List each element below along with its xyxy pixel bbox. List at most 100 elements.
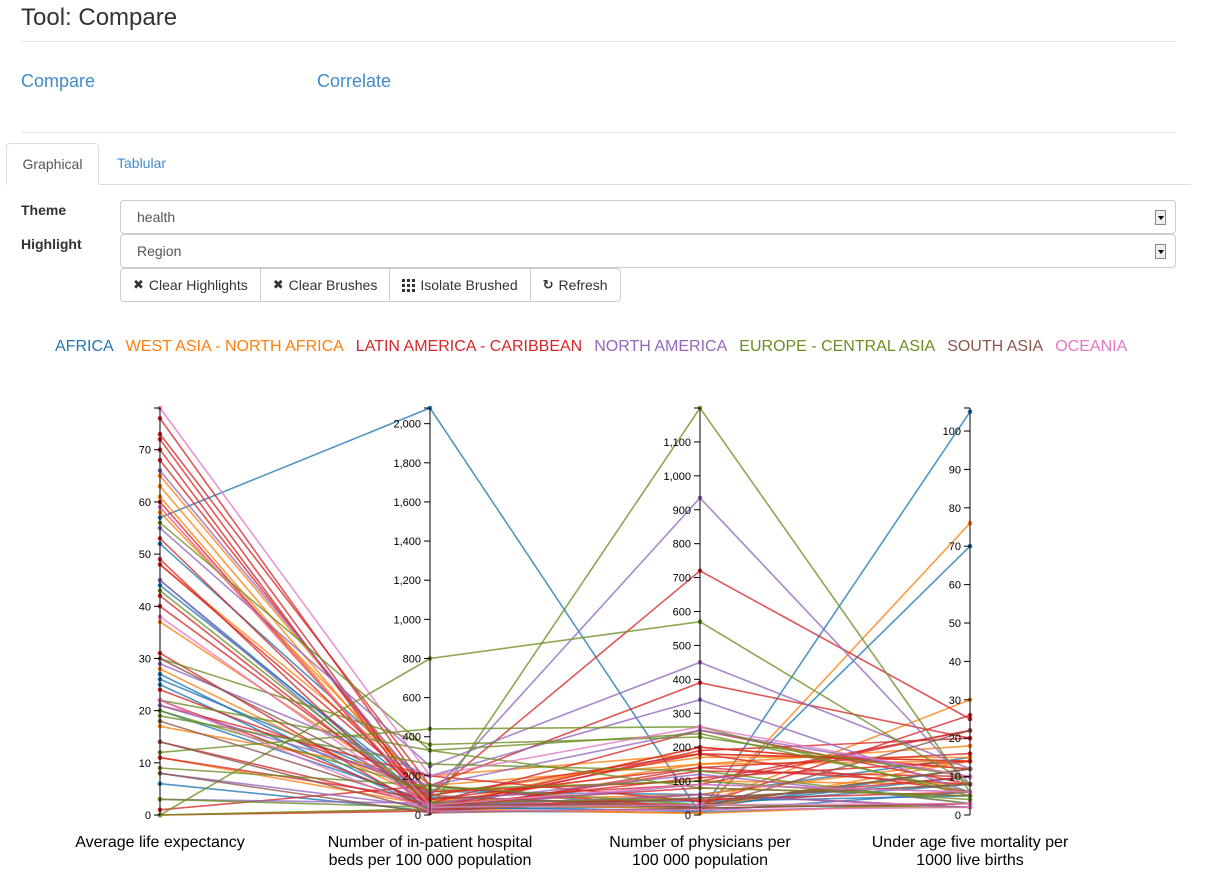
tick-label: 1,100 [663, 437, 691, 449]
series-line[interactable] [159, 657, 971, 810]
series-line[interactable] [159, 662, 971, 793]
highlight-select-value: Region [137, 243, 182, 259]
tick-label: 10 [949, 772, 961, 784]
series-line[interactable] [159, 407, 971, 815]
chart-legend: AFRICA WEST ASIA - NORTH AFRICA LATIN AMER… [55, 338, 1139, 356]
times-icon: ✖ [133, 277, 144, 292]
tick-label: 30 [139, 653, 151, 665]
tick-label: 1,600 [393, 497, 421, 509]
series-line[interactable] [159, 657, 971, 778]
axis-title-line: Number of physicians per [609, 834, 791, 851]
axis-title-line: Under age five mortality per [871, 834, 1069, 851]
series-line[interactable] [159, 620, 971, 816]
series-line[interactable] [159, 407, 971, 778]
view-tabs: Graphical Tablular [6, 143, 1191, 185]
tick-label: 700 [673, 573, 691, 585]
series-line[interactable] [159, 652, 971, 812]
tick-label: 2,000 [393, 419, 421, 431]
series-line[interactable] [159, 527, 971, 770]
legend-item[interactable]: OCEANIA [1055, 338, 1128, 355]
divider [21, 132, 1176, 133]
series-line[interactable] [159, 506, 971, 807]
times-icon: ✖ [272, 277, 284, 292]
tick-label: 1,400 [393, 536, 421, 548]
tick-label: 60 [949, 580, 961, 592]
grid-icon [402, 278, 416, 292]
axis-3[interactable]: 0 100 200 300 400 500 600 700 800 900 1,000 1,100 [663, 407, 701, 822]
tick-label: 100 [943, 426, 961, 438]
legend-item[interactable]: NORTH AMERICA [594, 338, 728, 355]
compare-link[interactable]: Compare [21, 71, 96, 91]
tick-label: 800 [673, 539, 691, 551]
clear-brushes-label: Clear Brushes [288, 277, 378, 293]
axis-4[interactable]: 0 10 20 30 40 50 60 70 80 90 100 [943, 407, 971, 822]
legend-item[interactable]: WEST ASIA - NORTH AFRICA [125, 338, 344, 355]
tick-label: 60 [139, 497, 151, 509]
series-line[interactable] [159, 543, 971, 813]
series-line[interactable] [159, 563, 971, 787]
correlate-link[interactable]: Correlate [317, 71, 392, 91]
series-line[interactable] [159, 563, 971, 797]
theme-label: Theme [21, 202, 67, 218]
clear-brushes-button[interactable]: ✖ Clear Brushes [259, 268, 391, 302]
tick-label: 50 [949, 618, 961, 630]
tick-label: 20 [949, 733, 961, 745]
refresh-button[interactable]: ↻ Refresh [529, 268, 621, 302]
tick-label: 20 [139, 706, 151, 718]
divider [21, 41, 1176, 42]
tick-label: 1,200 [393, 575, 421, 587]
dropdown-arrow-icon [1155, 244, 1166, 259]
tick-label: 400 [403, 732, 421, 744]
refresh-label: Refresh [558, 277, 608, 293]
tick-label: 1,800 [393, 458, 421, 470]
theme-select[interactable]: health [120, 200, 1176, 234]
series-line[interactable] [159, 406, 971, 816]
tick-label: 80 [949, 503, 961, 515]
tick-label: 40 [949, 656, 961, 668]
tick-label: 0 [415, 810, 421, 822]
series-line[interactable] [159, 470, 971, 797]
series-line[interactable] [159, 522, 971, 793]
series-line[interactable] [159, 417, 971, 797]
dropdown-arrow-icon [1155, 210, 1166, 225]
tick-label: 600 [403, 693, 421, 705]
theme-select-value: health [137, 209, 176, 225]
axis-title-line: beds per 100 000 population [328, 852, 532, 869]
axis-title-line: Average life expectancy [75, 834, 245, 851]
chart-toolbar: ✖ Clear Highlights ✖ Clear Brushes Isola… [120, 268, 621, 302]
clear-highlights-button[interactable]: ✖ Clear Highlights [120, 268, 261, 302]
series-line[interactable] [159, 433, 971, 787]
refresh-icon: ↻ [542, 277, 554, 292]
tick-label: 800 [403, 653, 421, 665]
isolate-brushed-label: Isolate Brushed [420, 277, 518, 293]
axis-2[interactable]: 0 200 400 600 800 1,000 1,200 1,400 1,600 1,800 2,… [393, 407, 431, 822]
axis-title: Average life expectancy [30, 834, 290, 852]
tab-tabular[interactable]: Tablular [117, 155, 167, 171]
series-line[interactable] [159, 699, 971, 812]
legend-item[interactable]: LATIN AMERICA - CARIBBEAN [355, 338, 583, 355]
isolate-brushed-button[interactable]: Isolate Brushed [389, 268, 531, 302]
series-line[interactable] [159, 668, 971, 803]
series-line[interactable] [159, 741, 971, 812]
clear-highlights-label: Clear Highlights [148, 277, 248, 293]
axis-title: Number of in-patient hospital beds per 10… [300, 834, 560, 870]
series-line[interactable] [159, 756, 971, 801]
tab-graphical[interactable]: Graphical [6, 143, 99, 185]
axis-title: Number of physicians per 100 000 populati… [570, 834, 830, 870]
highlight-select[interactable]: Region [120, 234, 1176, 268]
axis-title-line: 100 000 population [631, 852, 769, 869]
tick-label: 30 [949, 695, 961, 707]
highlight-label: Highlight [21, 236, 82, 252]
tick-label: 0 [145, 810, 151, 822]
legend-item[interactable]: SOUTH ASIA [947, 338, 1044, 355]
legend-item[interactable]: EUROPE - CENTRAL ASIA [739, 338, 936, 355]
tick-label: 500 [673, 640, 691, 652]
axis-1[interactable]: 0 10 20 30 40 50 60 70 [139, 407, 161, 822]
axis-title-line: Number of in-patient hospital [327, 834, 533, 851]
legend-item[interactable]: AFRICA [55, 338, 114, 355]
series-line[interactable] [159, 616, 971, 809]
tick-label: 90 [949, 464, 961, 476]
series-line[interactable] [159, 704, 971, 787]
tick-label: 0 [685, 810, 691, 822]
tick-label: 1,000 [663, 471, 691, 483]
